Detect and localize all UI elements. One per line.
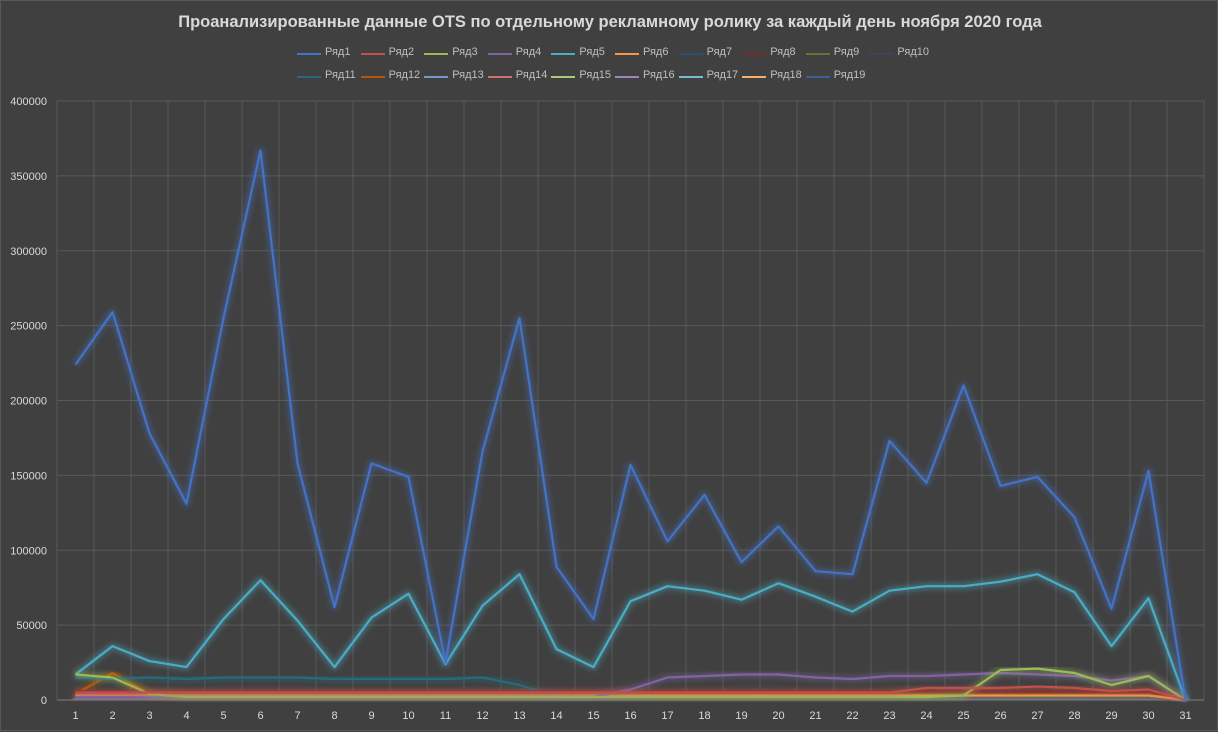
x-tick-label: 1 [72,710,78,722]
legend-swatch [678,76,703,78]
x-tick-label: 18 [698,710,710,722]
x-tick-label: 22 [846,710,858,722]
x-tick-label: 17 [661,710,673,722]
x-tick-label: 15 [587,710,599,722]
legend-label: Ряд2 [388,46,415,58]
y-tick-label: 350000 [10,171,47,183]
legend-label: Ряд17 [706,69,739,81]
series-5 [73,571,1189,702]
legend-label: Ряд8 [770,46,796,58]
y-tick-label: 200000 [10,396,47,408]
legend-label: Ряд7 [706,46,733,58]
legend-label: Ряд9 [833,46,860,58]
legend-label: Ряд13 [452,69,484,81]
y-tick-label: 150000 [10,470,47,482]
legend-row: Ряд1 Ряд2 Ряд3 Ряд4 Ряд5 Ряд6 Ряд7 Ряд8 Ряд9 Ряд1… [297,45,997,63]
x-tick-label: 16 [624,710,636,722]
x-tick-label: 20 [772,710,784,722]
x-tick-label: 28 [1068,710,1080,722]
x-tick-label: 24 [920,710,932,722]
legend-swatch [742,53,767,55]
legend-label: Ряд19 [833,69,866,81]
x-tick-label: 29 [1105,710,1117,722]
legend-label: Ряд12 [388,69,421,81]
series-2 [75,683,1187,703]
legend-swatch [424,53,449,55]
legend-label: Ряд6 [643,46,669,58]
y-tick-label: 0 [41,695,47,707]
legend-label: Ряд14 [515,69,548,81]
legend-swatch [805,76,830,78]
y-tick-label: 300000 [10,246,47,258]
x-tick-label: 19 [735,710,747,722]
legend-swatch [487,76,512,78]
legend-swatch [742,76,767,78]
y-tick-label: 250000 [10,321,47,333]
series-1 [73,147,1189,701]
y-tick-label: 100000 [10,545,47,557]
legend-swatch [615,76,639,78]
x-tick-label: 30 [1142,710,1154,722]
legend-swatch [805,53,830,55]
legend-swatch [487,53,512,55]
legend-label: Ряд11 [325,69,356,81]
legend-swatch [360,76,385,78]
legend-swatch [551,53,576,55]
legend-swatch [297,76,321,78]
legend-swatch [615,53,639,55]
legend-swatch [297,53,321,55]
legend-label: Ряд3 [452,46,478,58]
x-tick-label: 10 [402,710,414,722]
legend-label: Ряд4 [515,46,542,58]
x-tick-label: 6 [257,710,263,722]
legend-label: Ряд10 [897,46,929,58]
x-tick-label: 23 [883,710,895,722]
y-tick-label: 50000 [16,620,47,632]
legend-swatch [678,53,703,55]
x-tick-label: 13 [513,710,525,722]
series-line [75,667,1187,701]
x-tick-label: 12 [476,710,488,722]
legend-swatch [869,53,894,55]
x-tick-label: 8 [331,710,337,722]
legend-swatch [551,76,576,78]
x-tick-label: 27 [1031,710,1043,722]
x-tick-label: 4 [183,710,189,722]
x-tick-label: 5 [220,710,226,722]
series-line [74,149,1187,701]
chart-title: Проанализированные данные OTS по отдельн… [178,13,1042,31]
y-tick-label: 400000 [10,96,47,108]
series-line [74,573,1187,701]
legend-label: Ряд15 [579,69,611,81]
x-tick-label: 21 [809,710,821,722]
x-tick-label: 9 [368,710,374,722]
legend-label: Ряд16 [643,69,675,81]
legend-swatch [360,53,385,55]
legend-swatch [424,76,449,78]
x-tick-label: 2 [109,710,115,722]
legend-label: Ряд1 [325,46,351,58]
x-tick-label: 3 [146,710,152,722]
x-tick-label: 26 [994,710,1006,722]
x-tick-label: 31 [1179,710,1191,722]
x-tick-label: 25 [957,710,969,722]
x-tick-label: 14 [550,710,562,722]
series-line [75,685,1186,702]
legend-row: Ряд11 Ряд12 Ряд13 Ряд14 Ряд15 Ряд16 Ряд17 Ряд18… [297,68,997,86]
x-tick-label: 11 [440,710,451,722]
series-3 [75,665,1188,703]
legend-label: Ряд18 [770,69,802,81]
legend-label: Ряд5 [579,46,605,58]
x-tick-label: 7 [294,710,300,722]
